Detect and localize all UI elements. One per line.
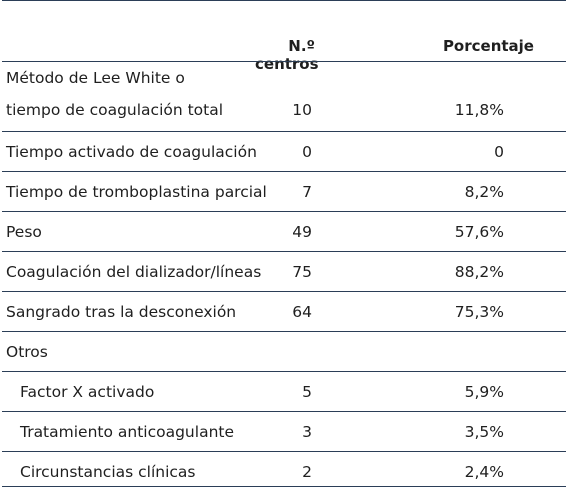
row-centros: 49	[292, 223, 312, 241]
row-centros: 5	[302, 383, 312, 401]
table-row: Otros	[2, 332, 566, 371]
row-porcentaje: 5,9%	[464, 383, 504, 401]
row-divider	[2, 251, 566, 252]
row-porcentaje: 88,2%	[454, 263, 504, 281]
row-label: Coagulación del dializador/líneas	[6, 263, 262, 281]
row-label: Tratamiento anticoagulante	[20, 423, 235, 441]
row-centros: 7	[302, 183, 312, 201]
table-row: Tiempo de tromboplastina parcial 7 8,2%	[2, 172, 566, 211]
table-bottom-rule	[2, 486, 566, 487]
row-centros: 3	[302, 423, 312, 441]
row-porcentaje: 75,3%	[454, 303, 504, 321]
row-label: Otros	[6, 343, 48, 361]
table-top-rule	[2, 0, 566, 1]
row-divider	[2, 451, 566, 452]
row-label: Tiempo de tromboplastina parcial	[6, 183, 267, 201]
row-label-line1: Método de Lee White o	[6, 69, 185, 87]
row-centros: 75	[292, 263, 312, 281]
row-divider	[2, 331, 566, 332]
row-porcentaje: 8,2%	[464, 183, 504, 201]
row-centros: 0	[302, 143, 312, 161]
row-porcentaje: 2,4%	[464, 463, 504, 481]
row-divider	[2, 411, 566, 412]
table-row: Coagulación del dializador/líneas 75 88,…	[2, 252, 566, 291]
row-divider	[2, 291, 566, 292]
table-row: Peso 49 57,6%	[2, 212, 566, 251]
table-row: Sangrado tras la desconexión 64 75,3%	[2, 292, 566, 331]
row-porcentaje: 57,6%	[454, 223, 504, 241]
table-row: Circunstancias clínicas 2 2,4%	[2, 452, 566, 485]
header-rule	[2, 61, 566, 62]
row-centros: 64	[292, 303, 312, 321]
row-centros: 10	[292, 101, 312, 119]
table-row: Factor X activado 5 5,9%	[2, 372, 566, 411]
row-porcentaje: 3,5%	[464, 423, 504, 441]
header-centros: N.º centros	[255, 37, 319, 73]
row-label: Peso	[6, 223, 42, 241]
row-centros: 2	[302, 463, 312, 481]
table-header: N.º centros Porcentaje	[2, 0, 566, 73]
row-label: Tiempo activado de coagulación	[6, 143, 257, 161]
row-label: Factor X activado	[20, 383, 155, 401]
table-row: Método de Lee White o tiempo de coagulac…	[2, 62, 566, 130]
table-row: Tiempo activado de coagulación 0 0	[2, 132, 566, 171]
row-label: Circunstancias clínicas	[20, 463, 196, 481]
row-divider	[2, 171, 566, 172]
row-label-line2: tiempo de coagulación total	[6, 101, 224, 119]
row-porcentaje: 11,8%	[454, 101, 504, 119]
row-label: Sangrado tras la desconexión	[6, 303, 237, 321]
row-divider	[2, 211, 566, 212]
row-porcentaje: 0	[494, 143, 504, 161]
row-divider	[2, 371, 566, 372]
table-row: Tratamiento anticoagulante 3 3,5%	[2, 412, 566, 451]
row-divider	[2, 131, 566, 132]
header-porcentaje: Porcentaje	[442, 37, 534, 55]
